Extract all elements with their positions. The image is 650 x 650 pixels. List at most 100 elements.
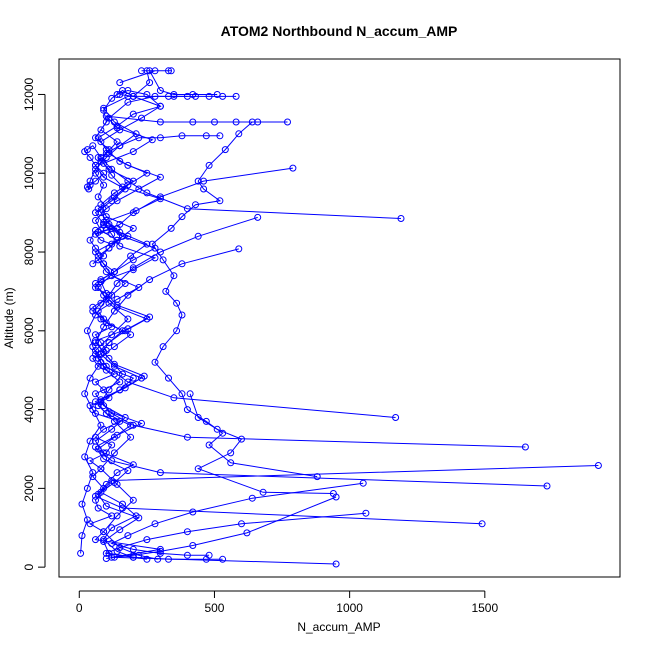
y-tick-label: 2000 <box>22 475 36 502</box>
data-point <box>232 92 240 100</box>
x-tick-label: 1000 <box>336 601 363 615</box>
data-point <box>138 374 145 382</box>
data-point <box>124 378 132 386</box>
data-point <box>81 148 89 156</box>
data-point <box>138 67 145 75</box>
y-tick-label: 6000 <box>22 317 36 344</box>
data-point <box>100 104 108 112</box>
data-point <box>108 441 116 449</box>
data-point <box>94 284 102 291</box>
data-point <box>100 106 108 114</box>
data-point <box>92 311 99 319</box>
data-point <box>156 547 164 555</box>
data-point <box>102 268 110 276</box>
data-point <box>129 374 137 382</box>
data-point <box>189 118 197 126</box>
data-point <box>100 323 108 331</box>
data-point <box>235 130 243 138</box>
data-point <box>81 390 89 398</box>
data-point <box>100 173 108 181</box>
data-point <box>86 154 94 161</box>
x-tick-label: 500 <box>204 601 224 615</box>
data-point <box>313 473 321 481</box>
data-point <box>102 362 110 370</box>
data-point <box>186 390 194 398</box>
data-point <box>116 91 124 98</box>
data-point <box>170 91 178 98</box>
data-point <box>94 402 102 410</box>
plot-frame <box>58 58 621 578</box>
data-point <box>110 362 118 370</box>
series-10 <box>92 245 243 563</box>
data-point <box>138 114 145 122</box>
data-point <box>127 433 135 441</box>
data-point <box>129 110 137 118</box>
data-point <box>124 98 132 106</box>
data-point <box>129 209 137 217</box>
data-point <box>178 390 186 398</box>
data-point <box>200 177 208 185</box>
data-point <box>92 390 99 398</box>
series-layer <box>77 67 602 568</box>
data-point <box>129 92 137 100</box>
data-point <box>178 311 186 319</box>
y-tick-label: 0 <box>22 563 36 570</box>
data-point <box>156 118 164 126</box>
data-point <box>156 102 164 110</box>
series-8 <box>86 164 297 268</box>
series-9 <box>77 213 262 557</box>
data-point <box>289 164 297 172</box>
data-point <box>97 154 105 161</box>
data-point <box>167 67 175 75</box>
data-point <box>113 122 121 130</box>
data-point <box>138 419 145 427</box>
data-point <box>124 532 132 540</box>
data-point <box>110 343 118 351</box>
data-point <box>170 92 178 100</box>
data-point <box>102 480 110 488</box>
data-point <box>113 512 121 520</box>
data-point <box>110 433 118 441</box>
data-point <box>194 414 202 421</box>
data-point <box>100 538 108 545</box>
data-point <box>200 185 208 193</box>
data-point <box>89 406 97 414</box>
data-point <box>100 169 108 177</box>
data-point <box>213 425 221 433</box>
data-point <box>102 226 110 234</box>
data-point <box>78 500 86 508</box>
data-point <box>129 224 137 232</box>
data-point <box>205 551 213 559</box>
data-point <box>183 406 191 414</box>
data-point <box>156 134 164 142</box>
data-point <box>221 146 229 154</box>
data-point <box>143 240 151 248</box>
data-point <box>205 161 213 169</box>
data-point <box>129 551 137 559</box>
data-point <box>397 215 405 222</box>
data-point <box>94 445 102 453</box>
data-point <box>216 197 224 205</box>
data-point <box>113 91 121 98</box>
series-16 <box>116 67 221 98</box>
data-point <box>156 469 164 477</box>
data-point <box>543 482 551 490</box>
data-point <box>113 224 121 232</box>
data-point <box>97 236 105 244</box>
data-point <box>97 358 105 366</box>
data-point <box>124 291 132 299</box>
data-point <box>359 479 367 487</box>
data-point <box>189 91 197 98</box>
data-point <box>110 449 118 457</box>
data-point <box>183 551 191 559</box>
data-point <box>124 181 132 189</box>
data-point <box>124 177 132 185</box>
data-point <box>110 268 118 276</box>
y-tick-label: 4000 <box>22 396 36 423</box>
data-point <box>116 544 124 551</box>
data-point <box>78 532 86 540</box>
data-point <box>110 189 118 197</box>
data-point <box>116 242 124 250</box>
data-point <box>102 295 110 303</box>
